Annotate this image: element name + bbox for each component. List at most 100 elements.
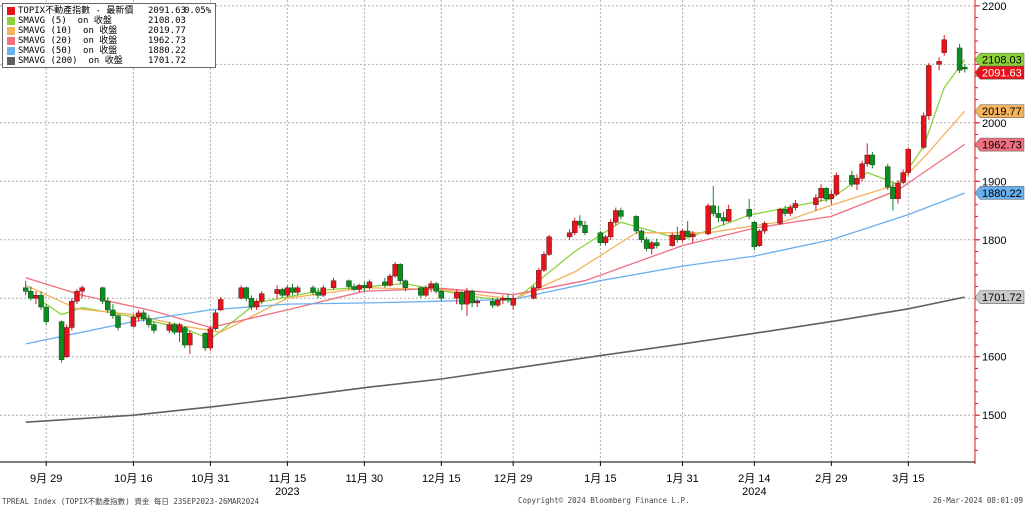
candle-body — [171, 324, 178, 333]
y-tick-label: 1900 — [982, 176, 1006, 188]
candle-body — [761, 223, 768, 232]
candle-body — [135, 312, 142, 318]
legend-swatch — [7, 57, 15, 65]
last-value-text: 1880.22 — [982, 188, 1022, 200]
legend-value: 1701.72 — [148, 56, 186, 66]
candle-body — [187, 333, 193, 346]
legend-value: 1962.73 — [148, 36, 186, 46]
candle-body — [356, 285, 362, 290]
last-value-tag — [974, 52, 1025, 67]
candle-body — [289, 287, 296, 293]
candle-body — [346, 280, 352, 287]
legend-label: TOPIX不動產指數 - 最新價 — [18, 6, 134, 16]
candle-body — [284, 287, 291, 296]
candle-body — [530, 287, 537, 299]
candle-body — [720, 217, 727, 222]
candle-body — [618, 210, 624, 217]
year-label: 2023 — [275, 486, 299, 498]
legend-item-sma50: SMAVG (50) on 收盤 1880.22 — [7, 46, 211, 56]
candle-body — [253, 300, 260, 308]
legend-label: SMAVG (5) on 收盤 — [18, 16, 112, 26]
candle-body — [859, 163, 865, 179]
candle-body — [115, 315, 121, 328]
candle-body — [392, 264, 398, 277]
candle-body — [454, 292, 460, 299]
ma-line — [25, 192, 965, 345]
candle-body — [864, 154, 870, 164]
candle-body — [926, 65, 932, 116]
candle-body — [684, 230, 691, 238]
candle-body — [710, 205, 716, 214]
legend-item-sma20: SMAVG (20) on 收盤 1962.73 — [7, 36, 211, 46]
candle-body — [382, 281, 388, 286]
candle-body — [746, 209, 752, 217]
x-tick-label: 1月 31 — [666, 473, 698, 485]
candle-body — [500, 298, 506, 301]
x-tick-label: 12月 15 — [422, 473, 461, 485]
candle-body — [725, 209, 732, 222]
x-tick-label: 2月 29 — [815, 473, 847, 485]
candle-body — [777, 209, 783, 224]
last-value-text: 2108.03 — [982, 55, 1022, 67]
candle-body — [833, 175, 840, 195]
candle-body — [433, 283, 439, 292]
ma-line — [25, 143, 966, 329]
candle-body — [962, 67, 968, 70]
candle-body — [536, 269, 542, 288]
legend-swatch — [7, 17, 15, 25]
candle-body — [654, 242, 660, 246]
candle-body — [464, 291, 470, 305]
candle-body — [633, 216, 640, 232]
candle-body — [418, 287, 424, 296]
candle-body — [438, 291, 445, 299]
candle-body — [387, 275, 393, 286]
legend-value: 1880.22 — [148, 46, 186, 56]
candle-body — [818, 188, 824, 198]
legend-label: SMAVG (50) on 收盤 — [18, 46, 118, 56]
candle-body — [489, 300, 496, 306]
candle-body — [469, 291, 475, 304]
x-tick-label: 11月 30 — [345, 473, 383, 485]
candle-body — [330, 280, 337, 288]
y-tick-label: 1600 — [982, 352, 1006, 364]
candle-body — [279, 289, 285, 296]
candle-body — [956, 47, 963, 71]
candle-body — [607, 222, 614, 238]
candle-body — [315, 292, 321, 296]
x-tick-label: 3月 15 — [892, 473, 924, 485]
candle-body — [38, 295, 44, 308]
candle-body — [33, 295, 39, 299]
legend-swatch — [7, 7, 15, 15]
candle-body — [74, 291, 80, 302]
legend-swatch — [7, 47, 15, 55]
candle-body — [792, 203, 799, 208]
candle-body — [146, 318, 152, 325]
candle-body — [110, 309, 116, 316]
candle-body — [351, 286, 357, 290]
candle-body — [202, 333, 208, 349]
legend-label: SMAVG (200) on 收盤 — [18, 56, 123, 66]
grid-lines — [0, 0, 975, 462]
candle-body — [572, 220, 578, 233]
candle-body — [669, 234, 675, 246]
candle-body — [243, 287, 250, 299]
candle-body — [787, 207, 793, 214]
last-value-label: 2091.63 — [974, 65, 1025, 80]
legend-item-sma5: SMAVG (5) on 收盤 2108.03 — [7, 16, 211, 26]
candle-body — [294, 287, 301, 293]
legend-item-sma200: SMAVG (200) on 收盤 1701.72 — [7, 56, 211, 66]
candle-body — [140, 312, 147, 319]
candle-body — [613, 210, 619, 223]
candle-body — [99, 287, 106, 302]
candle-body — [895, 182, 901, 200]
last-value-text: 2019.77 — [982, 106, 1022, 118]
candle-body — [756, 230, 763, 246]
candle-body — [22, 287, 29, 292]
candle-body — [869, 154, 876, 166]
moving-average-lines — [25, 59, 966, 423]
x-tick-label: 10月 31 — [191, 473, 230, 485]
ma-line — [25, 296, 965, 423]
legend-swatch — [7, 37, 15, 45]
candle-body — [936, 61, 942, 65]
